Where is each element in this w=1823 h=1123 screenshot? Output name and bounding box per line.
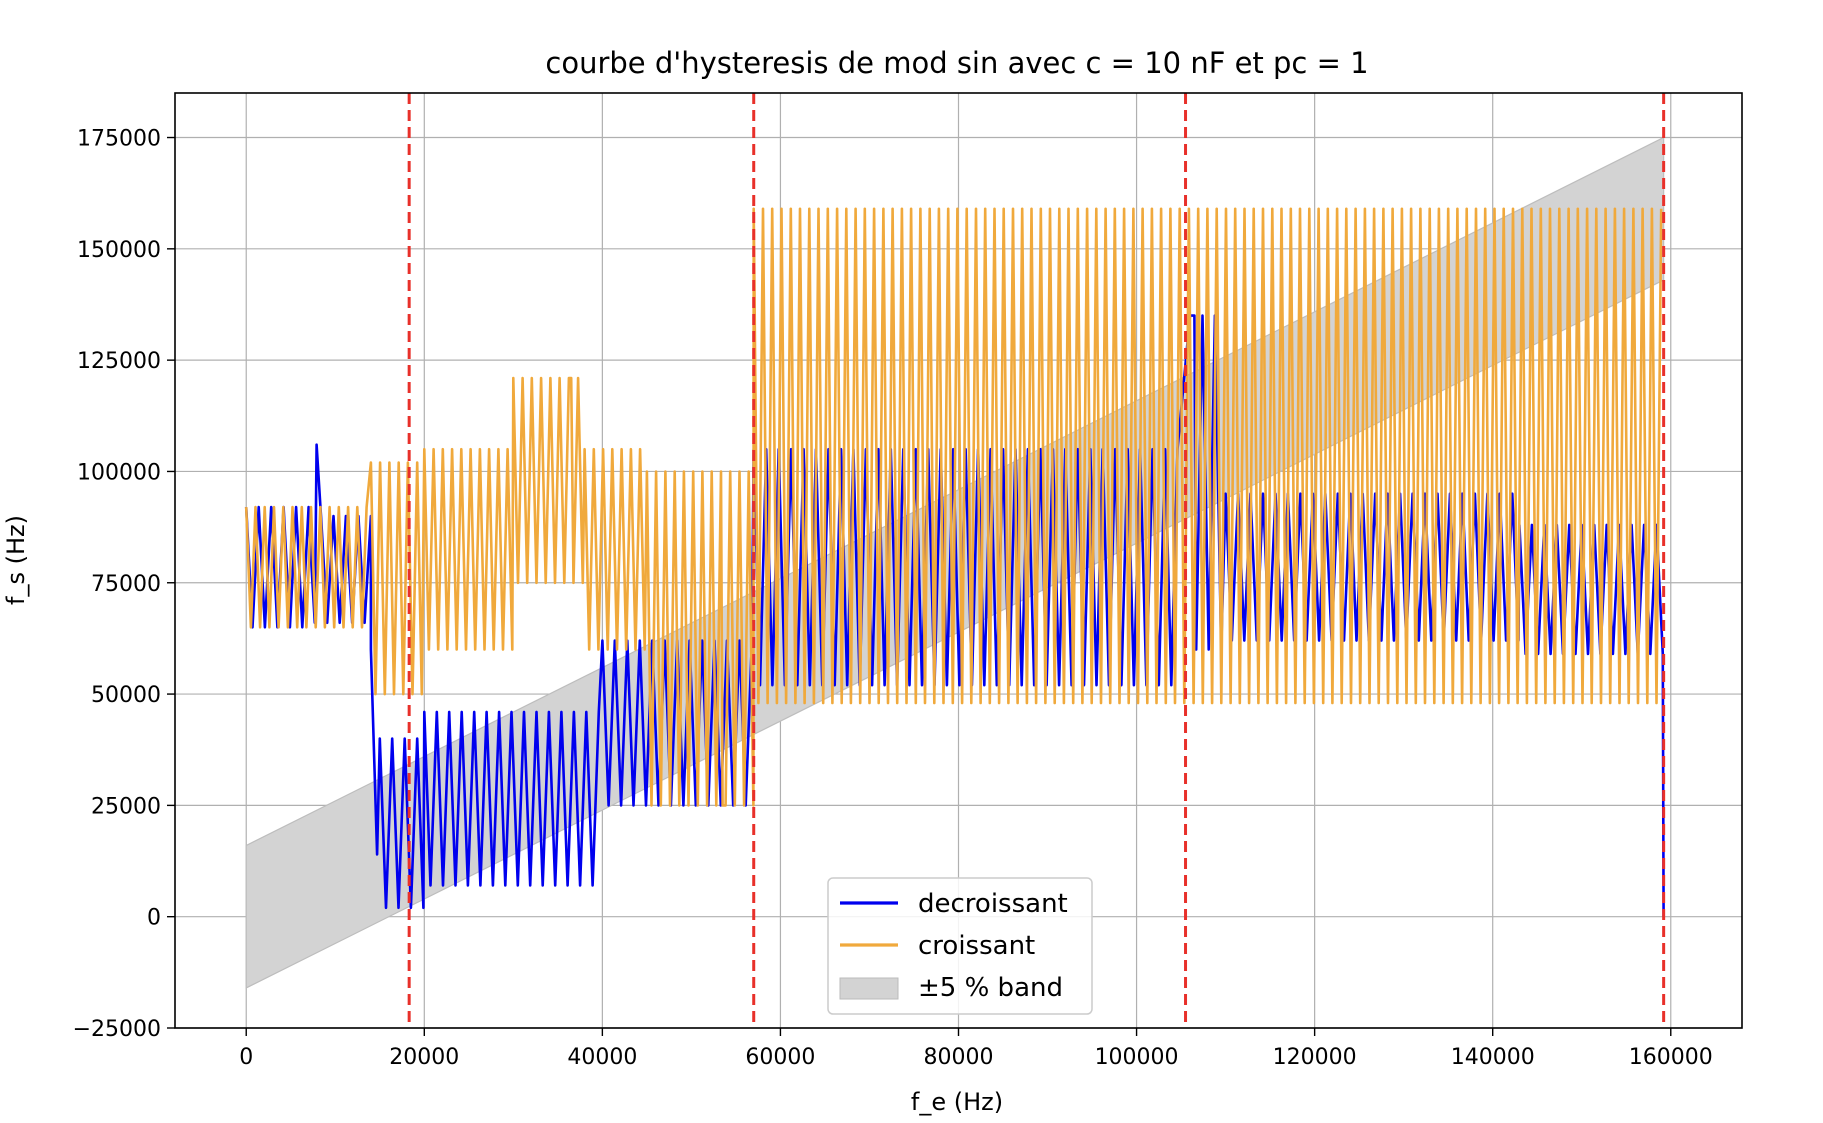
y-tick-label: 100000 [77,460,161,485]
y-tick-label: 0 [147,906,161,931]
x-tick-label: 0 [239,1045,253,1070]
threshold-lines [407,93,1666,1028]
y-tick-label: 125000 [77,349,161,374]
legend-label-croissant: croissant [918,931,1035,961]
y-axis-ticks: −25000 0 25000 50000 75000 100000 125000 150000… [73,127,175,1042]
y-tick-label: 175000 [77,127,161,152]
y-tick-label: 75000 [91,572,161,597]
x-tick-label: 80000 [924,1045,994,1070]
y-tick-label: 150000 [77,238,161,263]
chart-title: courbe d'hysteresis de mod sin avec c = … [545,46,1368,80]
legend-label-band: ±5 % band [918,973,1063,1003]
plot-area [174,92,1743,1029]
series-layer [244,207,1665,917]
x-tick-label: 120000 [1273,1045,1357,1070]
series-croissant-line [244,207,1663,807]
x-tick-label: 60000 [745,1045,815,1070]
y-axis-title: f_s (Hz) [2,515,30,605]
x-tick-label: 20000 [389,1045,459,1070]
x-tick-label: 40000 [567,1045,637,1070]
legend-swatch-band [839,977,899,1000]
legend-label-decroissant: decroissant [918,889,1068,919]
x-tick-label: 140000 [1451,1045,1535,1070]
x-axis-title: f_e (Hz) [911,1088,1003,1116]
y-tick-label: 25000 [91,794,161,819]
y-tick-label: −25000 [73,1017,161,1042]
x-tick-label: 160000 [1629,1045,1713,1070]
y-tick-label: 50000 [91,683,161,708]
legend: decroissant croissant ±5 % band [827,877,1093,1015]
x-axis-ticks: 0 20000 40000 60000 80000 100000 120000 140000 1… [239,1028,1713,1070]
x-tick-label: 100000 [1095,1045,1179,1070]
